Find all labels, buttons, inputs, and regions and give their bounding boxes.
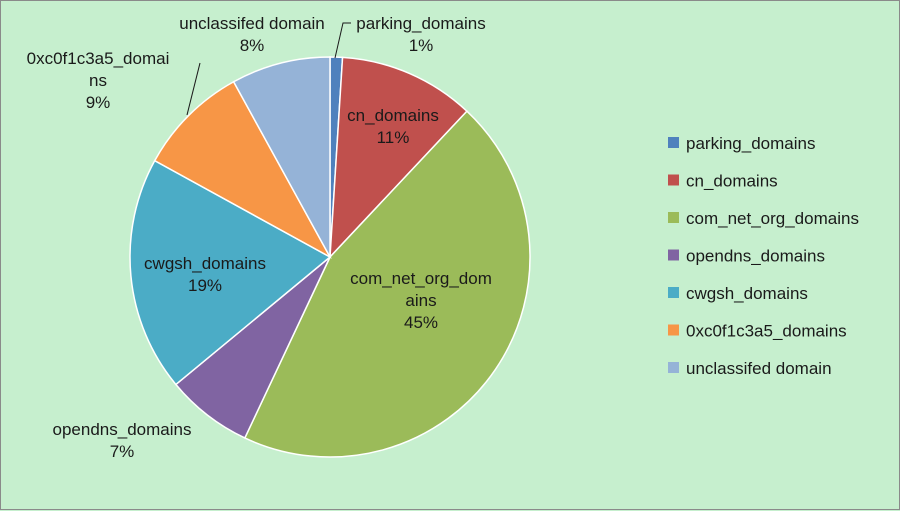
leader-line-0xc0f1c3a5-domains bbox=[186, 62, 201, 116]
legend-label-0xc0f1c3a5-domains: 0xc0f1c3a5_domains bbox=[686, 322, 847, 341]
legend-label-parking-domains: parking_domains bbox=[686, 134, 815, 153]
leader-line-parking-domains bbox=[334, 22, 351, 59]
pie-slice-com-net-org-domains bbox=[243, 110, 531, 458]
legend: parking_domains cn_domains com_net_org_dom… bbox=[668, 134, 859, 378]
pie-slices bbox=[129, 56, 531, 458]
slice-label-cn-domains: cn_domains 11% bbox=[347, 106, 439, 147]
slice-label-opendns-domains: opendns_domains 7% bbox=[53, 420, 192, 461]
leader-lines bbox=[186, 22, 351, 116]
pie-slice-cn-domains bbox=[329, 56, 468, 260]
legend-label-opendns-domains: opendns_domains bbox=[686, 247, 825, 266]
legend-swatch-0xc0f1c3a5-domains bbox=[668, 324, 679, 336]
slice-label-unclassifed-domain: unclassifed domain 8% bbox=[179, 14, 325, 55]
legend-label-unclassifed-domain: unclassifed domain bbox=[686, 359, 832, 378]
slice-label-0xc0f1c3a5-domains: 0xc0f1c3a5_domai ns 9% bbox=[27, 49, 170, 112]
legend-swatch-opendns-domains bbox=[668, 249, 679, 261]
legend-label-cwgsh-domains: cwgsh_domains bbox=[686, 284, 808, 303]
legend-label-cn-domains: cn_domains bbox=[686, 172, 778, 191]
legend-swatch-parking-domains bbox=[668, 137, 679, 148]
slice-labels: parking_domains 1% cn_domains 11% com_net_or… bbox=[27, 14, 492, 461]
legend-swatch-unclassifed-domain bbox=[668, 362, 679, 373]
legend-swatch-cn-domains bbox=[668, 174, 679, 186]
legend-swatch-cwgsh-domains bbox=[668, 287, 679, 298]
pie-slice-0xc0f1c3a5-domains bbox=[153, 80, 332, 259]
pie-slice-cwgsh-domains bbox=[129, 159, 332, 386]
slice-label-cwgsh-domains: cwgsh_domains 19% bbox=[144, 254, 266, 295]
slice-label-parking-domains: parking_domains 1% bbox=[356, 14, 485, 55]
slice-label-com-net-org-domains: com_net_org_dom ains 45% bbox=[350, 269, 492, 332]
pie-slice-unclassifed-domain bbox=[232, 56, 331, 258]
legend-label-com-net-org-domains: com_net_org_domains bbox=[686, 209, 859, 228]
legend-swatch-com-net-org-domains bbox=[668, 212, 679, 223]
